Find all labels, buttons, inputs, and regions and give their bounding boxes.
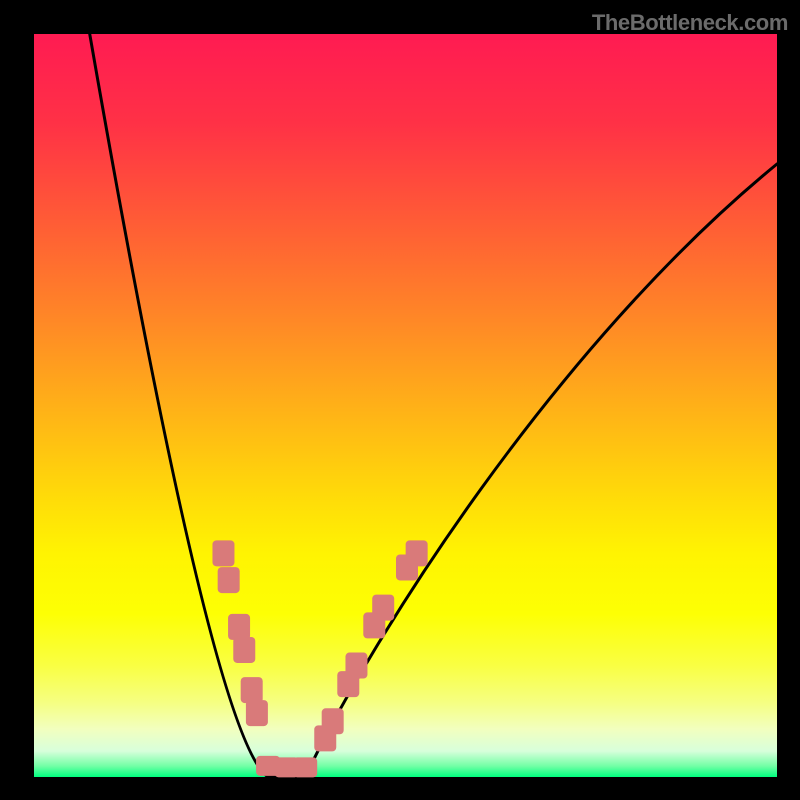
data-marker <box>212 540 234 566</box>
data-marker <box>228 614 250 640</box>
data-marker <box>233 637 255 663</box>
data-marker <box>246 700 268 726</box>
data-marker <box>241 677 263 703</box>
plot-area <box>34 34 777 777</box>
data-marker <box>218 567 240 593</box>
data-marker <box>406 540 428 566</box>
data-marker <box>345 653 367 679</box>
watermark-text: TheBottleneck.com <box>592 10 788 36</box>
data-marker <box>293 757 317 777</box>
data-marker <box>372 595 394 621</box>
gradient-background <box>34 34 777 777</box>
chart-svg <box>34 34 777 777</box>
data-marker <box>322 708 344 734</box>
